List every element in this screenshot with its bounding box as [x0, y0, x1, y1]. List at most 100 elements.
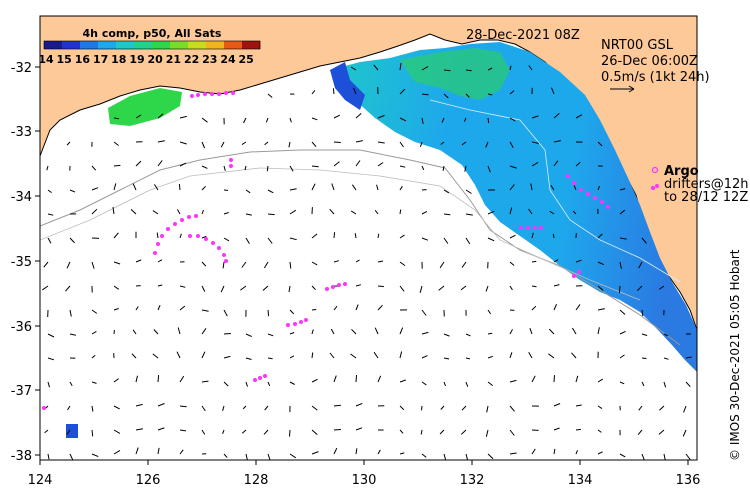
current-vector	[353, 87, 357, 95]
current-vector	[663, 333, 669, 337]
colorbar: 4h comp, p50, All Sats 14 15 16 17 18 19 20 21 2…	[38, 27, 261, 66]
current-vector	[553, 448, 556, 455]
current-vector	[201, 117, 208, 123]
current-vector	[575, 259, 582, 263]
current-vector	[179, 285, 186, 288]
current-vector	[113, 429, 121, 434]
current-vector	[267, 189, 274, 194]
current-vector	[311, 451, 319, 455]
current-vector	[597, 261, 605, 266]
current-vector	[201, 141, 206, 149]
current-vector	[619, 354, 625, 359]
sst-isotherm	[429, 99, 681, 283]
current-vector	[245, 381, 248, 387]
current-vector	[245, 333, 253, 338]
current-vector	[619, 309, 626, 315]
current-vector	[487, 67, 493, 71]
current-vector	[355, 402, 363, 407]
current-vector	[132, 329, 137, 335]
current-vector	[113, 261, 121, 265]
current-vectors	[42, 63, 692, 460]
current-vector	[311, 233, 318, 239]
current-vector	[548, 353, 555, 359]
current-vector	[487, 355, 493, 359]
current-vector	[509, 207, 513, 215]
current-vector	[288, 285, 291, 293]
current-vector	[201, 309, 209, 312]
current-vector	[201, 429, 206, 435]
current-vector	[399, 351, 403, 359]
current-vector	[549, 210, 555, 215]
current-vector	[135, 306, 139, 311]
current-vector	[262, 285, 269, 291]
colorbar-tick-label: 20	[148, 53, 164, 66]
current-vector	[531, 115, 539, 119]
current-vector	[333, 429, 341, 431]
current-vector	[91, 309, 98, 314]
current-vector	[201, 261, 207, 267]
current-vector	[355, 374, 357, 383]
current-vector	[443, 69, 451, 72]
current-vector	[311, 352, 314, 359]
current-vector	[485, 141, 489, 148]
current-vector	[179, 115, 187, 119]
current-vector	[509, 141, 514, 149]
current-vector	[289, 453, 297, 459]
current-vector	[597, 185, 600, 191]
current-vector	[421, 355, 428, 359]
current-vector	[421, 117, 424, 124]
current-vector	[553, 140, 561, 143]
current-vector	[157, 403, 165, 407]
current-vector	[44, 429, 49, 434]
current-vector	[220, 285, 225, 293]
current-vector	[47, 333, 55, 338]
current-vector	[663, 357, 669, 360]
drifters-label-1: drifters@12h	[664, 177, 749, 192]
current-vector	[553, 284, 560, 287]
current-vector	[223, 212, 229, 215]
current-vector	[267, 93, 273, 98]
current-vector	[241, 261, 247, 268]
current-vector	[441, 117, 445, 123]
current-vector	[377, 304, 383, 311]
current-vector	[201, 328, 207, 335]
current-vector	[245, 189, 251, 194]
current-vector	[377, 162, 384, 167]
current-vector	[399, 327, 404, 335]
current-vector	[311, 378, 318, 383]
colorbar-cell	[242, 41, 261, 49]
current-vector	[157, 160, 163, 167]
current-vector	[641, 309, 644, 317]
current-vector	[399, 63, 402, 71]
current-vector	[465, 213, 473, 216]
sst-west-patch	[108, 88, 182, 126]
current-vector	[355, 113, 362, 119]
colorbar-tick-label: 18	[111, 53, 126, 66]
current-vector	[463, 117, 467, 122]
current-vector	[399, 285, 405, 292]
current-vector	[47, 453, 50, 460]
current-vector	[553, 304, 557, 311]
current-vector	[223, 355, 231, 359]
current-vector	[377, 141, 385, 144]
current-vector	[509, 405, 515, 412]
current-vector	[245, 453, 248, 460]
y-axis: -32 -33 -34 -35 -36 -37 -38	[11, 61, 40, 464]
current-vector	[240, 285, 247, 291]
current-vector	[597, 327, 600, 335]
current-vector	[597, 308, 605, 311]
current-vector	[487, 453, 494, 460]
x-axis: 124 126 128 130 132 134 136	[28, 460, 700, 488]
current-vector	[460, 429, 467, 435]
current-vector	[135, 447, 139, 455]
current-vector	[263, 429, 269, 435]
current-vector	[135, 259, 142, 263]
current-vector	[113, 141, 119, 146]
current-vector	[263, 261, 269, 269]
current-vector	[113, 405, 120, 410]
current-vector	[333, 404, 341, 407]
current-vector	[47, 237, 52, 244]
current-vector	[597, 285, 604, 291]
current-vector	[509, 379, 517, 383]
colorbar-cell	[152, 41, 171, 49]
